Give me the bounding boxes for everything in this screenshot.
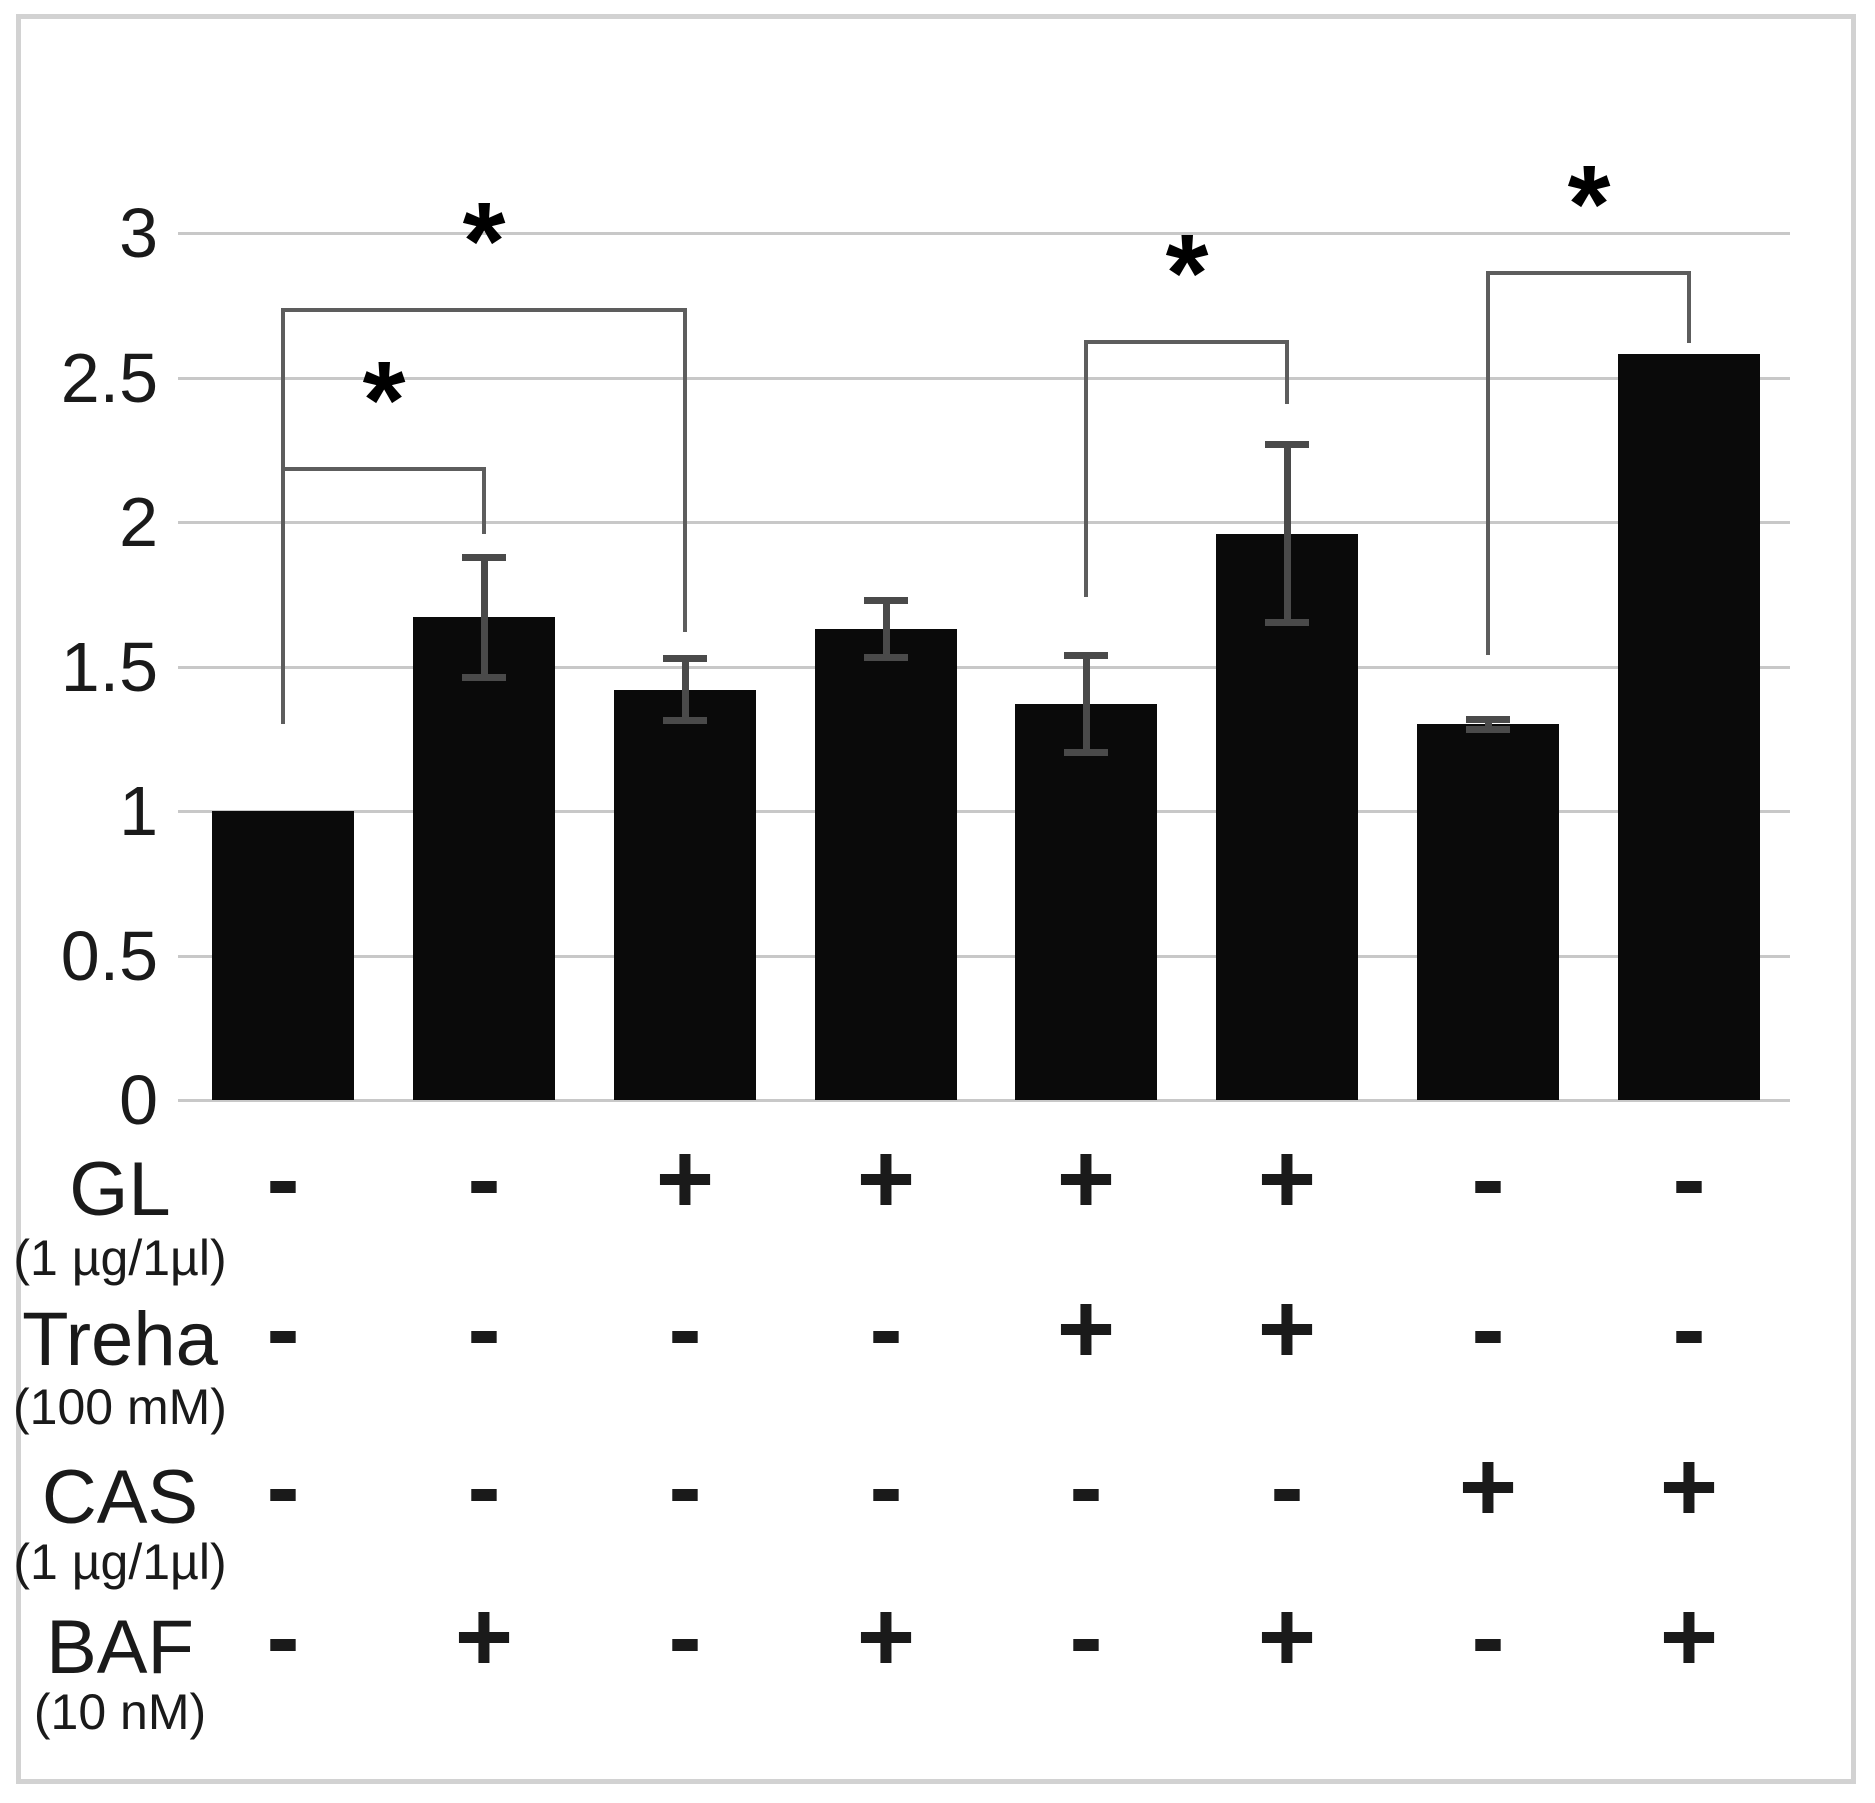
error-bar-bottom-cap	[1466, 726, 1510, 733]
condition-row-dose-label: (10 nM)	[33, 1684, 207, 1740]
error-bar-top-cap	[1265, 441, 1309, 448]
condition-minus-sign: -	[1471, 1123, 1505, 1235]
condition-minus-sign: -	[266, 1273, 300, 1385]
condition-minus-sign: -	[467, 1273, 501, 1385]
error-bar-bottom-cap	[663, 717, 707, 724]
error-bar-stem	[1083, 655, 1090, 753]
error-bar-stem	[481, 557, 488, 678]
condition-plus-sign: +	[655, 1123, 715, 1235]
bracket-left-vertical	[281, 308, 285, 724]
condition-plus-sign: +	[1056, 1123, 1116, 1235]
condition-minus-sign: -	[467, 1123, 501, 1235]
error-bar-stem	[1485, 719, 1492, 730]
condition-row-label: BAF	[46, 1605, 194, 1690]
y-axis-tick-label: 0.5	[60, 917, 158, 995]
error-bar-top-cap	[462, 554, 506, 561]
bar	[1618, 354, 1760, 1100]
bracket-horizontal	[1486, 271, 1691, 275]
condition-minus-sign: -	[266, 1581, 300, 1693]
bar	[1417, 724, 1559, 1100]
bracket-left-vertical	[1486, 271, 1490, 655]
bracket-horizontal	[281, 308, 687, 312]
condition-row-dose-label: (1 µg/1µl)	[13, 1230, 227, 1286]
condition-minus-sign: -	[668, 1273, 702, 1385]
condition-minus-sign: -	[1069, 1581, 1103, 1693]
bracket-right-vertical	[1687, 271, 1691, 343]
gridline	[178, 377, 1790, 380]
y-axis-tick-label: 2.5	[60, 339, 158, 417]
condition-minus-sign: -	[1471, 1273, 1505, 1385]
condition-row-label: CAS	[41, 1455, 199, 1540]
bar	[614, 690, 756, 1100]
bracket-horizontal	[281, 467, 486, 471]
condition-row-label: Treha	[22, 1297, 218, 1382]
bracket-left-vertical	[1084, 340, 1088, 597]
condition-row-label: GL	[69, 1147, 171, 1232]
condition-minus-sign: -	[1270, 1431, 1304, 1543]
condition-plus-sign: +	[856, 1581, 916, 1693]
y-axis-tick-label: 3	[119, 194, 158, 272]
condition-plus-sign: +	[454, 1581, 514, 1693]
figure-border-frame	[16, 14, 1856, 1784]
error-bar-stem	[883, 600, 890, 658]
condition-minus-sign: -	[668, 1581, 702, 1693]
error-bar-bottom-cap	[864, 654, 908, 661]
gridline	[178, 810, 1790, 813]
gridline	[178, 666, 1790, 669]
condition-plus-sign: +	[1458, 1431, 1518, 1543]
bracket-right-vertical	[482, 467, 486, 534]
condition-plus-sign: +	[1056, 1273, 1116, 1385]
condition-minus-sign: -	[1471, 1581, 1505, 1693]
significance-asterisk: *	[462, 180, 506, 303]
condition-minus-sign: -	[1672, 1123, 1706, 1235]
condition-minus-sign: -	[1672, 1273, 1706, 1385]
significance-asterisk: *	[1165, 212, 1209, 335]
y-axis-tick-label: 2	[119, 483, 158, 561]
error-bar-top-cap	[663, 655, 707, 662]
error-bar-stem	[1284, 444, 1291, 623]
error-bar-bottom-cap	[462, 674, 506, 681]
condition-plus-sign: +	[1659, 1431, 1719, 1543]
condition-plus-sign: +	[1659, 1581, 1719, 1693]
condition-plus-sign: +	[1257, 1581, 1317, 1693]
bracket-right-vertical	[1285, 340, 1289, 404]
bracket-right-vertical	[683, 308, 687, 632]
y-axis-tick-label: 0	[119, 1061, 158, 1139]
condition-minus-sign: -	[467, 1431, 501, 1543]
condition-minus-sign: -	[266, 1123, 300, 1235]
condition-minus-sign: -	[668, 1431, 702, 1543]
condition-row-dose-label: (1 µg/1µl)	[13, 1534, 227, 1590]
significance-asterisk: *	[362, 339, 406, 462]
condition-plus-sign: +	[1257, 1123, 1317, 1235]
gridline	[178, 955, 1790, 958]
error-bar-bottom-cap	[1064, 749, 1108, 756]
condition-minus-sign: -	[266, 1431, 300, 1543]
bracket-horizontal	[1084, 340, 1289, 344]
error-bar-top-cap	[1064, 652, 1108, 659]
condition-plus-sign: +	[856, 1123, 916, 1235]
y-axis-tick-label: 1	[119, 772, 158, 850]
bar	[815, 629, 957, 1100]
gridline	[178, 232, 1790, 235]
condition-minus-sign: -	[869, 1431, 903, 1543]
condition-row-dose-label: (100 mM)	[13, 1379, 227, 1435]
bar	[413, 617, 555, 1100]
condition-plus-sign: +	[1257, 1273, 1317, 1385]
error-bar-bottom-cap	[1265, 619, 1309, 626]
bar	[212, 811, 354, 1100]
gridline	[178, 1099, 1790, 1102]
bar	[1015, 704, 1157, 1100]
condition-minus-sign: -	[869, 1273, 903, 1385]
error-bar-top-cap	[864, 597, 908, 604]
y-axis-tick-label: 1.5	[60, 628, 158, 706]
bar	[1216, 534, 1358, 1100]
gridline	[178, 521, 1790, 524]
condition-minus-sign: -	[1069, 1431, 1103, 1543]
error-bar-stem	[682, 658, 689, 721]
significance-asterisk: *	[1567, 143, 1611, 266]
error-bar-top-cap	[1466, 716, 1510, 723]
